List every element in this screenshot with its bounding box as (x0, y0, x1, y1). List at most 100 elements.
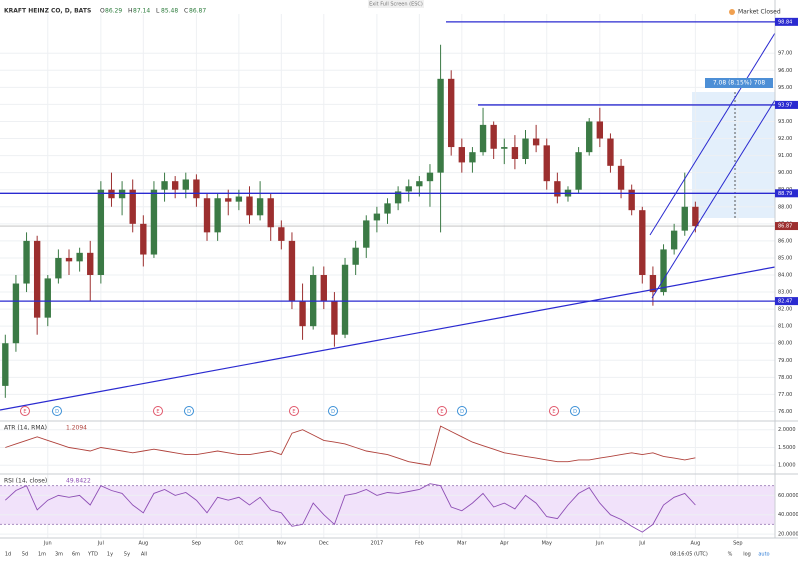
candle-body (87, 252, 94, 275)
candle-body (44, 278, 51, 318)
scale-option[interactable]: log (743, 552, 751, 558)
candle-body (12, 283, 20, 344)
range-button[interactable]: 1y (107, 552, 113, 558)
event-marker (570, 406, 580, 416)
event-label: E (156, 409, 159, 415)
y-tick-label: 78.00 (778, 375, 792, 381)
event-label: D (573, 409, 577, 415)
candle-body (140, 223, 147, 255)
candle-body (363, 220, 370, 248)
range-button[interactable]: YTD (87, 552, 98, 558)
candle-body (256, 198, 264, 216)
candle-body (288, 240, 296, 301)
candle-body (193, 179, 200, 199)
candle-body (33, 240, 41, 318)
candle-body (670, 230, 678, 250)
y-tick-label: 83.00 (778, 290, 792, 296)
measure-label: 7.08 (8.15%) 708 (713, 80, 766, 87)
y-tick-label: 84.00 (778, 273, 792, 279)
candle-body (394, 191, 402, 204)
range-button[interactable]: 6m (72, 552, 80, 558)
y-tick-label: 97.00 (778, 51, 792, 57)
candle-body (97, 189, 105, 275)
x-tick-label: Jun (595, 541, 604, 547)
measure-box (692, 92, 775, 218)
x-tick-label: Oct (235, 541, 244, 547)
level-label: 88.79 (778, 191, 792, 197)
y-tick-label: 76.00 (778, 409, 792, 415)
candle-body (225, 198, 232, 202)
ohlc-value: 85.48 (161, 8, 178, 15)
y-tick-label: 93.00 (778, 119, 792, 125)
event-label: E (292, 409, 295, 415)
event-label: E (552, 409, 555, 415)
range-button[interactable]: 5d (22, 552, 28, 558)
atr-title: ATR (14, RMA) (4, 425, 47, 432)
scale-option[interactable]: auto (758, 552, 769, 558)
candle-body (405, 186, 412, 192)
candle-body (458, 147, 465, 163)
y-tick-label: 92.00 (778, 136, 792, 142)
range-button[interactable]: 1d (5, 552, 11, 558)
candle-body (416, 181, 423, 187)
candle-body (161, 181, 168, 190)
ohlc-value: 86.29 (105, 8, 122, 15)
x-tick-label: May (542, 541, 552, 547)
candle-body (586, 121, 593, 153)
event-label: D (331, 409, 335, 415)
level-label-box (775, 17, 798, 26)
event-label: D (187, 409, 191, 415)
candle-body (649, 275, 657, 293)
market-status: Market Closed (738, 9, 781, 16)
candle-body (511, 147, 519, 159)
ohlc-key: H (128, 8, 133, 15)
candle-body (182, 179, 189, 190)
x-tick-label: Sep (733, 541, 742, 547)
channel-line (649, 32, 776, 236)
channel-line (651, 99, 776, 299)
scale-option[interactable]: % (728, 552, 733, 558)
candle-body (469, 152, 476, 163)
candle-body (617, 165, 625, 190)
candle-body (660, 249, 667, 293)
x-tick-label: Jun (43, 541, 52, 547)
y-tick-label: 79.00 (778, 358, 792, 364)
y-tick-label: 96.00 (778, 68, 792, 74)
candle-body (607, 138, 614, 166)
candle-body (639, 210, 646, 275)
ohlc-key: L (156, 8, 160, 15)
candle-body (299, 300, 306, 327)
y-tick-label: 60.0000 (778, 493, 798, 499)
symbol-title: KRAFT HEINZ CO, D, BATS (4, 8, 91, 15)
event-marker (457, 406, 467, 416)
x-tick-label: Jul (638, 541, 645, 547)
clock: 08:16:05 (UTC) (670, 552, 708, 558)
event-marker (549, 406, 559, 416)
candle-body (235, 196, 243, 202)
range-button[interactable]: 5y (124, 552, 130, 558)
range-button[interactable]: All (141, 552, 147, 558)
last-price-box (775, 222, 798, 231)
y-tick-label: 1.5000 (778, 445, 796, 451)
range-button[interactable]: 3m (55, 552, 63, 558)
x-tick-label: Jul (97, 541, 104, 547)
candle-body (108, 189, 115, 199)
y-tick-label: 86.00 (778, 238, 792, 244)
exit-label[interactable]: Exit Full Screen (ESC) (369, 2, 423, 8)
candle-body (448, 78, 455, 148)
exit-button[interactable] (368, 0, 424, 8)
x-tick-label: Apr (500, 541, 510, 547)
candle-body (129, 189, 136, 224)
y-tick-label: 95.00 (778, 85, 792, 91)
candle-body (278, 227, 285, 241)
candle-body (543, 145, 550, 182)
candle-body (76, 252, 83, 262)
candle-body (65, 257, 73, 262)
candle-body (352, 247, 359, 265)
y-tick-label: 81.00 (778, 324, 792, 330)
y-tick-label: 77.00 (778, 392, 792, 398)
range-button[interactable]: 1m (38, 552, 46, 558)
x-tick-label: Sep (192, 541, 201, 547)
